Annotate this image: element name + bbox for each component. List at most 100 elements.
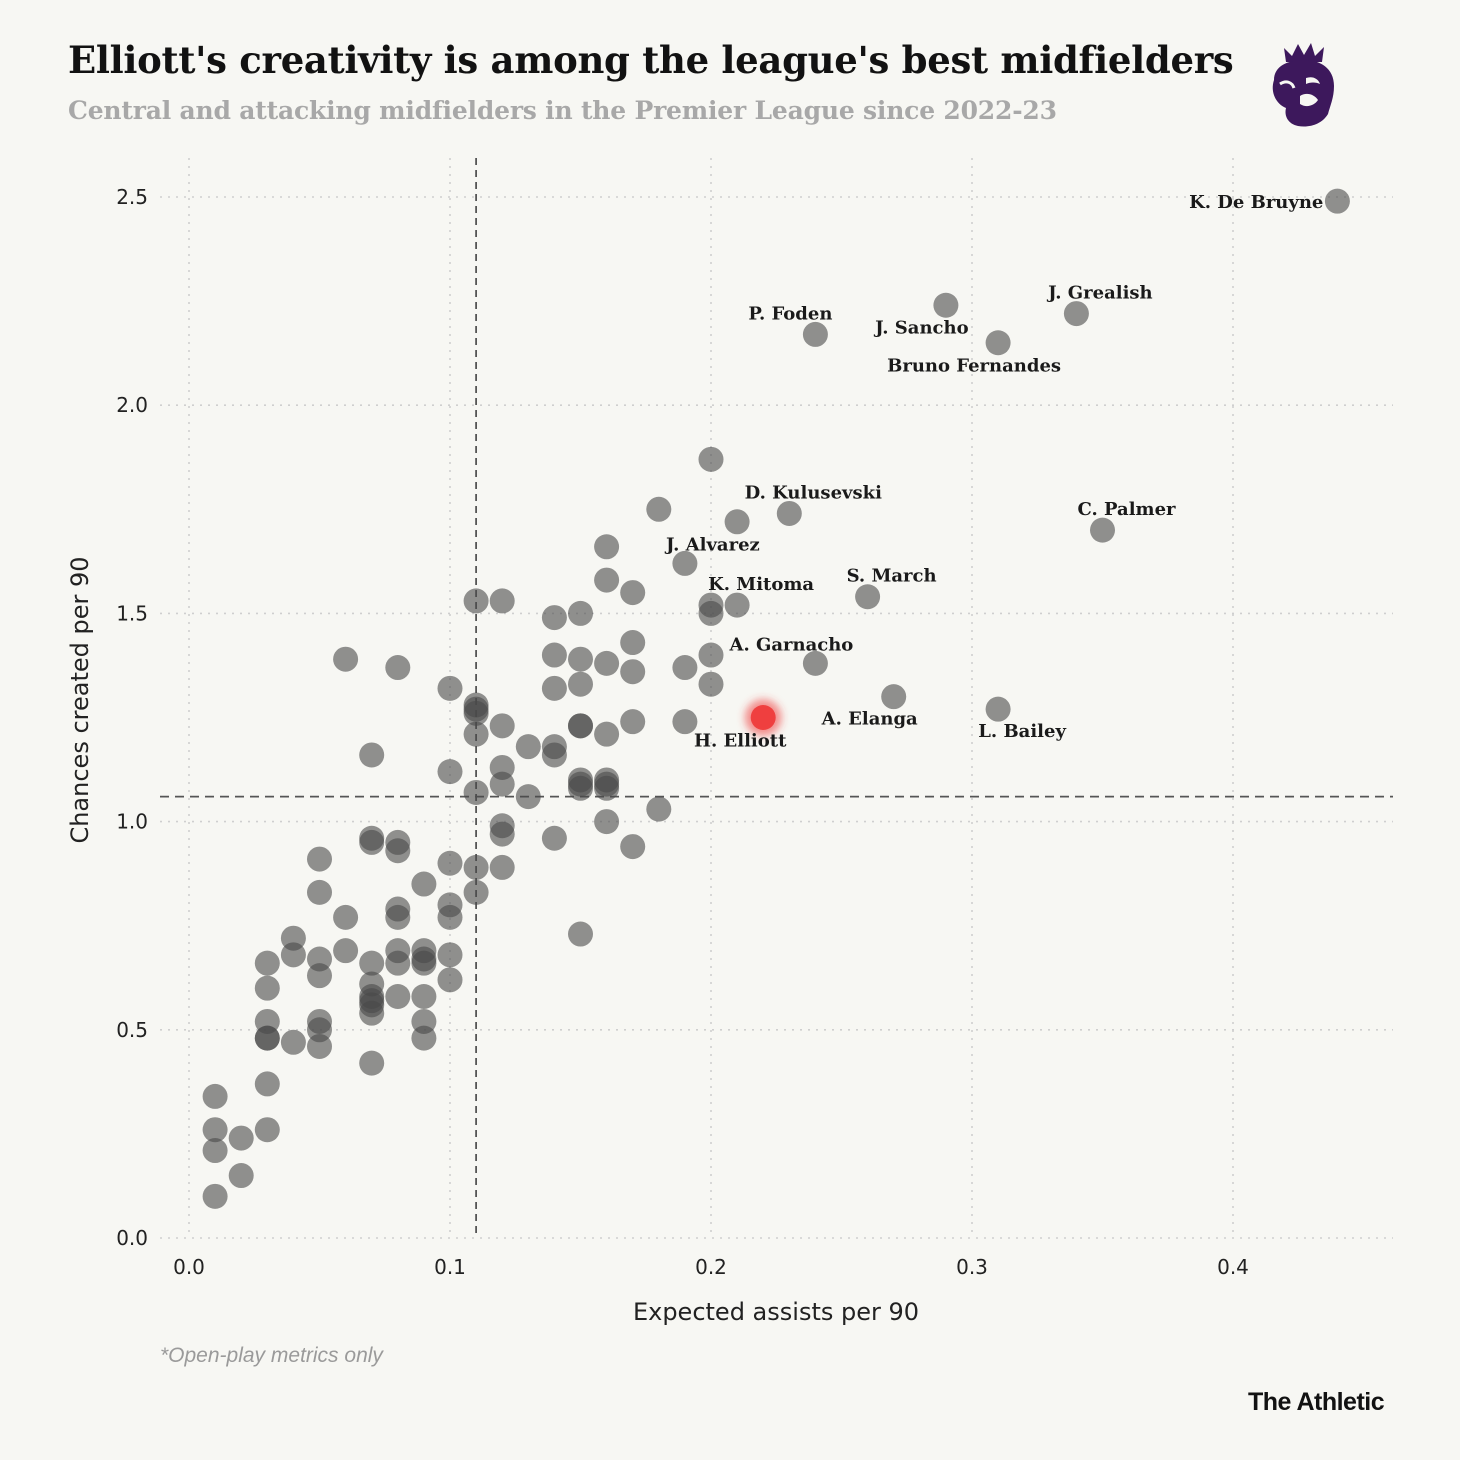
data-point xyxy=(515,734,541,760)
point-label: K. Mitoma xyxy=(708,574,814,595)
y-tick-label: 0.0 xyxy=(116,1226,148,1250)
data-point xyxy=(463,854,489,880)
data-point xyxy=(463,779,489,805)
chart-subtitle: Central and attacking midfielders in the… xyxy=(68,96,1057,125)
data-point xyxy=(594,775,620,801)
data-point xyxy=(307,846,332,872)
data-point xyxy=(254,950,280,976)
data-point xyxy=(594,534,620,560)
data-point xyxy=(568,921,593,947)
data-point xyxy=(698,671,724,697)
highlight-point xyxy=(750,705,776,730)
data-point xyxy=(594,650,620,676)
data-point xyxy=(307,1033,332,1059)
labeled-point xyxy=(1090,517,1115,543)
labeled-point xyxy=(1063,301,1089,327)
data-point xyxy=(333,646,359,672)
data-point xyxy=(672,709,698,735)
data-point xyxy=(437,942,463,968)
labeled-point xyxy=(985,696,1011,722)
data-point xyxy=(411,1025,437,1051)
data-point xyxy=(202,1183,228,1209)
data-point xyxy=(489,821,515,847)
x-tick-label: 0.3 xyxy=(956,1255,988,1279)
data-point xyxy=(437,675,463,701)
point-label: C. Palmer xyxy=(1077,499,1176,520)
labeled-point xyxy=(776,500,802,526)
data-points xyxy=(202,188,1350,1209)
data-point xyxy=(359,829,385,855)
labeled-point xyxy=(672,550,698,576)
data-point xyxy=(463,721,489,747)
data-point xyxy=(437,850,463,876)
y-tick-label: 1.5 xyxy=(116,601,148,625)
x-axis-title: Expected assists per 90 xyxy=(633,1298,919,1326)
x-tick-label: 0.0 xyxy=(173,1255,205,1279)
data-point xyxy=(620,580,646,606)
point-labels: K. De Bruyne J. Grealish P. Foden J. Sancho… xyxy=(664,192,1323,751)
x-tick-label: 0.2 xyxy=(695,1255,727,1279)
data-point xyxy=(568,600,593,626)
data-point xyxy=(437,967,463,993)
labeled-point xyxy=(802,321,828,347)
data-point xyxy=(385,983,411,1009)
data-point xyxy=(385,655,411,681)
data-point xyxy=(515,784,541,810)
data-point xyxy=(463,700,489,726)
data-point xyxy=(620,659,646,685)
data-point xyxy=(620,834,646,860)
labeled-point xyxy=(1324,188,1350,214)
data-point xyxy=(280,942,306,968)
data-point xyxy=(594,567,620,593)
data-point xyxy=(541,825,567,851)
x-tick-label: 0.4 xyxy=(1217,1255,1249,1279)
data-point xyxy=(646,496,672,522)
data-point xyxy=(202,1117,228,1143)
point-label: D. Kulusevski xyxy=(745,482,882,503)
data-point xyxy=(411,950,437,976)
data-point xyxy=(489,854,515,880)
labeled-point xyxy=(802,650,828,676)
data-point xyxy=(202,1138,228,1164)
point-label: L. Bailey xyxy=(978,721,1066,742)
data-point xyxy=(359,1000,385,1026)
data-point xyxy=(594,809,620,835)
y-tick-label: 2.0 xyxy=(116,393,148,417)
data-point xyxy=(359,1050,385,1076)
point-label: Bruno Fernandes xyxy=(887,356,1061,377)
labeled-point xyxy=(724,592,750,618)
data-point xyxy=(489,771,515,797)
data-point xyxy=(437,759,463,785)
labeled-point xyxy=(933,292,959,318)
data-point xyxy=(698,600,724,626)
point-label: A. Garnacho xyxy=(728,634,853,655)
data-point xyxy=(568,646,593,672)
data-point xyxy=(594,721,620,747)
data-point xyxy=(385,904,411,930)
data-point xyxy=(568,775,593,801)
data-point xyxy=(333,904,359,930)
labeled-point xyxy=(985,330,1011,356)
data-point xyxy=(385,950,411,976)
data-point xyxy=(280,1029,306,1055)
data-point xyxy=(254,1071,280,1097)
point-label: S. March xyxy=(847,566,937,587)
labeled-point xyxy=(881,684,907,710)
data-point xyxy=(489,588,515,614)
data-point xyxy=(541,742,567,768)
x-tick-label: 0.1 xyxy=(434,1255,466,1279)
data-point xyxy=(541,675,567,701)
point-label: P. Foden xyxy=(748,303,832,324)
premier-league-lion-icon xyxy=(1272,43,1334,127)
footnote: *Open-play metrics only xyxy=(160,1344,383,1367)
data-point xyxy=(359,742,385,768)
data-point xyxy=(254,1117,280,1143)
data-point xyxy=(463,879,489,905)
y-tick-label: 1.0 xyxy=(116,810,148,834)
y-tick-label: 0.5 xyxy=(116,1018,148,1042)
data-point xyxy=(411,983,437,1009)
brand-wordmark: The Athletic xyxy=(1248,1388,1385,1416)
data-point xyxy=(724,509,750,535)
data-point xyxy=(202,1083,228,1109)
